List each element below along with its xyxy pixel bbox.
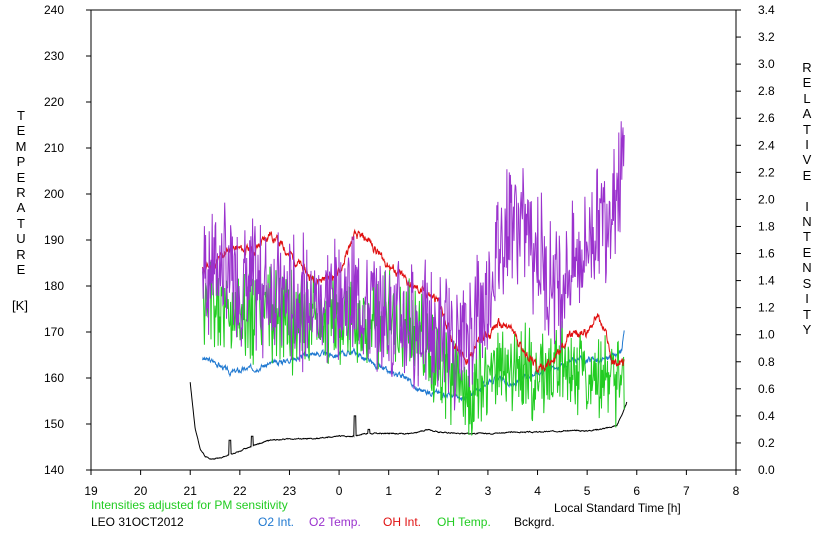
- plot-area: [90, 9, 737, 471]
- x-tick-label: 4: [534, 484, 541, 498]
- y-right-tick-label: 2.2: [758, 165, 775, 179]
- y-left-tick-label: 220: [44, 95, 64, 109]
- y-right-tick-label: 1.4: [758, 274, 775, 288]
- y-right-tick-label: 3.2: [758, 30, 775, 44]
- y-left-tick-label: 230: [44, 49, 64, 63]
- y-left-axis-unit: [K]: [12, 298, 28, 313]
- x-tick-label: 22: [233, 484, 247, 498]
- x-axis: 19 20 21 22 23 0 1 2 3 4 5 6 7 8: [84, 470, 740, 498]
- x-tick-label: 23: [283, 484, 297, 498]
- x-tick-label: 19: [84, 484, 98, 498]
- y-right-tick-label: 0.2: [758, 436, 775, 450]
- right-axis: 0.0 0.2 0.4 0.6 0.8 1.0 1.2 1.4 1.6 1.8 2.0 2.2 2.4 2…: [736, 3, 775, 477]
- series-layer: [189, 121, 628, 460]
- y-left-tick-label: 180: [44, 279, 64, 293]
- x-tick-label: 21: [184, 484, 198, 498]
- legend-oh-temp: OH Temp.: [437, 515, 491, 529]
- y-right-tick-label: 1.0: [758, 328, 775, 342]
- y-left-tick-label: 200: [44, 187, 64, 201]
- series-line-bckgrd: [189, 382, 628, 460]
- y-left-tick-label: 160: [44, 371, 64, 385]
- x-axis-label: Local Standard Time [h]: [554, 501, 681, 515]
- legend-oh-int: OH Int.: [383, 515, 422, 529]
- x-tick-label: 7: [683, 484, 690, 498]
- left-axis: 140 150 160 170 180 190 200 210 220 230 240: [44, 3, 91, 477]
- y-right-tick-label: 2.0: [758, 192, 775, 206]
- y-right-tick-label: 2.4: [758, 138, 775, 152]
- y-right-tick-label: 3.0: [758, 57, 775, 71]
- y-right-tick-label: 1.2: [758, 301, 775, 315]
- y-right-tick-label: 1.8: [758, 219, 775, 233]
- series-line-o2-temp: [202, 121, 625, 411]
- x-tick-label: 8: [733, 484, 740, 498]
- y-left-tick-label: 170: [44, 325, 64, 339]
- x-tick-label: 6: [633, 484, 640, 498]
- station-date: LEO 31OCT2012: [91, 515, 184, 529]
- y-left-tick-label: 190: [44, 233, 64, 247]
- y-left-axis-label: T E M P E R A T U R E: [15, 108, 27, 278]
- y-left-tick-label: 240: [44, 3, 64, 17]
- y-right-tick-label: 2.8: [758, 84, 775, 98]
- y-right-tick-label: 0.4: [758, 409, 775, 423]
- y-right-tick-label: 0.8: [758, 355, 775, 369]
- x-tick-label: 2: [435, 484, 442, 498]
- y-left-tick-label: 140: [44, 463, 64, 477]
- x-tick-label: 5: [584, 484, 591, 498]
- legend-o2-temp: O2 Temp.: [309, 515, 361, 529]
- y-right-tick-label: 1.6: [758, 247, 775, 261]
- y-left-tick-label: 210: [44, 141, 64, 155]
- y-right-tick-label: 0.0: [758, 463, 775, 477]
- y-left-tick-label: 150: [44, 417, 64, 431]
- legend-o2-int: O2 Int.: [258, 515, 295, 529]
- y-right-tick-label: 2.6: [758, 111, 775, 125]
- x-tick-label: 1: [385, 484, 392, 498]
- y-right-tick-label: 0.6: [758, 382, 775, 396]
- x-tick-label: 3: [485, 484, 492, 498]
- sensitivity-note: Intensities adjusted for PM sensitivity: [91, 498, 288, 512]
- y-right-axis-label: R E L A T I V E I N T E N S I T Y: [802, 60, 812, 337]
- legend-background: Bckgrd.: [514, 515, 555, 529]
- x-tick-label: 20: [134, 484, 148, 498]
- x-tick-label: 0: [336, 484, 343, 498]
- y-right-tick-label: 3.4: [758, 3, 775, 17]
